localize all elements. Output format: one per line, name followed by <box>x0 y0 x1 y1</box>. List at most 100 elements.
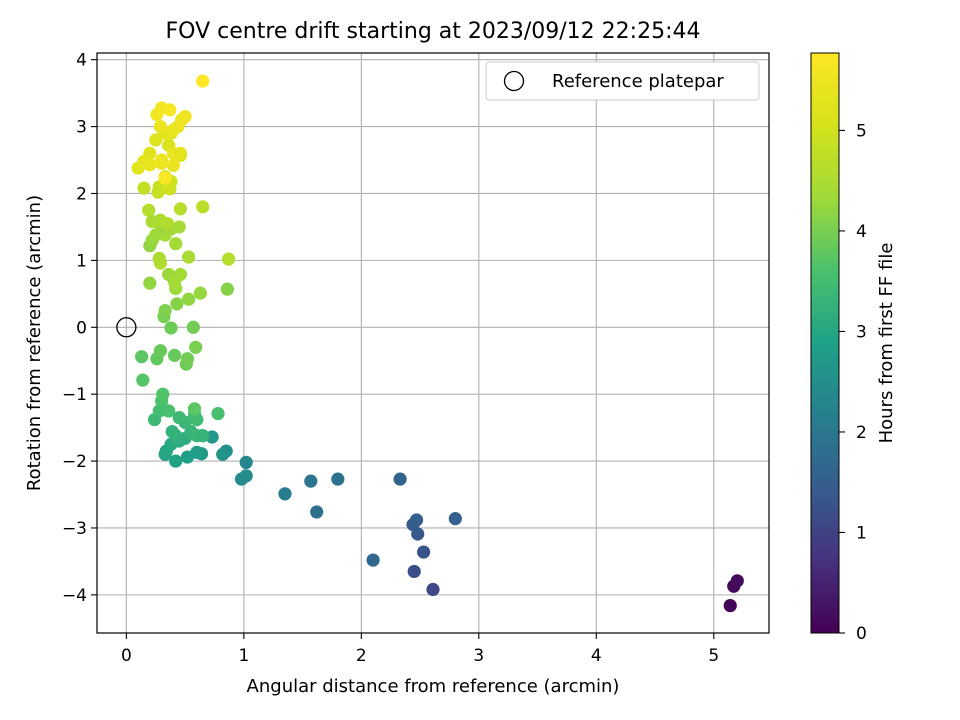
data-point <box>187 402 202 416</box>
data-point <box>167 348 182 362</box>
data-point <box>304 474 318 488</box>
colorbar-gradient <box>810 52 840 634</box>
data-point <box>173 146 188 160</box>
data-point <box>221 252 236 266</box>
legend-marker <box>503 70 525 92</box>
data-point <box>180 352 195 366</box>
data-point <box>220 282 235 296</box>
data-point <box>173 202 188 216</box>
grid <box>97 53 769 633</box>
data-point <box>426 582 440 597</box>
y-tick-label: 0 <box>76 318 87 338</box>
data-point <box>196 74 210 88</box>
plot-frame <box>96 52 770 634</box>
x-tick-label: 3 <box>473 646 484 666</box>
reference-marker <box>116 317 137 338</box>
data-point <box>407 564 421 579</box>
y-tick-label: −1 <box>62 385 87 405</box>
y-tick-label: 3 <box>76 118 87 138</box>
x-tick-label: 2 <box>356 646 367 666</box>
data-point <box>211 406 225 421</box>
data-point <box>178 109 192 124</box>
data-point <box>137 181 151 195</box>
data-point <box>169 237 183 251</box>
colorbar-ticks: 0 1 2 3 4 5 <box>839 121 867 644</box>
legend-label: Reference platepar <box>552 71 724 92</box>
data-point <box>393 472 407 486</box>
y-axis-ticks: −4 −3 −2 −1 0 1 2 3 4 <box>62 51 97 606</box>
x-tick-label: 5 <box>708 646 719 666</box>
data-point <box>182 250 196 264</box>
data-point <box>723 598 737 613</box>
colorbar-tick-label: 5 <box>856 121 867 141</box>
data-point <box>158 171 172 185</box>
chart-title: FOV centre drift starting at 2023/09/12 … <box>166 19 701 44</box>
data-point <box>239 469 253 483</box>
data-point <box>163 103 177 117</box>
y-tick-label: −2 <box>62 452 87 472</box>
data-point <box>170 297 184 311</box>
data-point <box>135 350 149 364</box>
x-axis-ticks: 0 1 2 3 4 5 <box>121 633 719 666</box>
colorbar-tick-label: 0 <box>856 624 867 644</box>
data-point <box>239 455 253 470</box>
colorbar-tick-label: 1 <box>856 523 867 543</box>
data-point <box>162 404 176 418</box>
reference-point <box>116 317 137 338</box>
data-point <box>172 220 186 234</box>
data-point <box>156 387 170 401</box>
data-point <box>193 286 207 300</box>
data-point <box>448 512 462 526</box>
y-axis-label: Rotation from reference (arcmin) <box>24 195 45 491</box>
data-point <box>186 320 200 334</box>
y-tick-label: −3 <box>62 519 87 539</box>
data-point <box>172 410 186 425</box>
data-point <box>152 404 166 418</box>
data-point <box>189 340 203 354</box>
data-point <box>417 545 431 559</box>
data-point <box>153 119 168 134</box>
y-tick-label: 1 <box>76 251 87 271</box>
legend-box <box>485 61 760 101</box>
data-point <box>409 513 424 527</box>
data-point <box>166 158 180 172</box>
x-tick-label: 0 <box>121 646 132 666</box>
data-point <box>136 373 150 387</box>
data-point <box>158 303 172 318</box>
data-point <box>158 447 172 461</box>
legend: Reference platepar <box>485 61 760 101</box>
data-point <box>153 344 168 358</box>
data-point <box>180 450 195 464</box>
colorbar-tick-label: 3 <box>856 322 867 342</box>
colorbar-tick-label: 2 <box>856 423 867 443</box>
data-point <box>160 216 175 231</box>
colorbar: 0 1 2 3 4 5 Hours from first FF file <box>810 52 897 644</box>
y-tick-label: 4 <box>76 51 87 71</box>
data-point <box>216 447 230 461</box>
data-point <box>310 505 324 519</box>
x-tick-label: 4 <box>591 646 602 666</box>
data-point <box>366 553 380 567</box>
data-point <box>143 158 157 172</box>
data-point <box>167 275 182 289</box>
data-point <box>196 200 210 214</box>
data-point <box>196 429 210 443</box>
y-tick-label: 2 <box>76 184 87 204</box>
colorbar-tick-label: 4 <box>856 222 867 242</box>
data-point <box>155 153 169 167</box>
data-point <box>142 203 156 217</box>
data-point <box>169 454 183 468</box>
data-point <box>331 472 345 486</box>
colorbar-label: Hours from first FF file <box>876 243 897 444</box>
y-tick-label: −4 <box>62 586 87 606</box>
data-point <box>164 321 178 335</box>
x-tick-label: 1 <box>238 646 249 666</box>
data-point <box>730 574 744 588</box>
data-point <box>278 487 292 501</box>
data-points <box>131 74 744 613</box>
data-point <box>165 425 179 439</box>
data-point <box>153 256 168 270</box>
x-axis-label: Angular distance from reference (arcmin) <box>247 676 620 697</box>
data-point <box>182 292 196 306</box>
